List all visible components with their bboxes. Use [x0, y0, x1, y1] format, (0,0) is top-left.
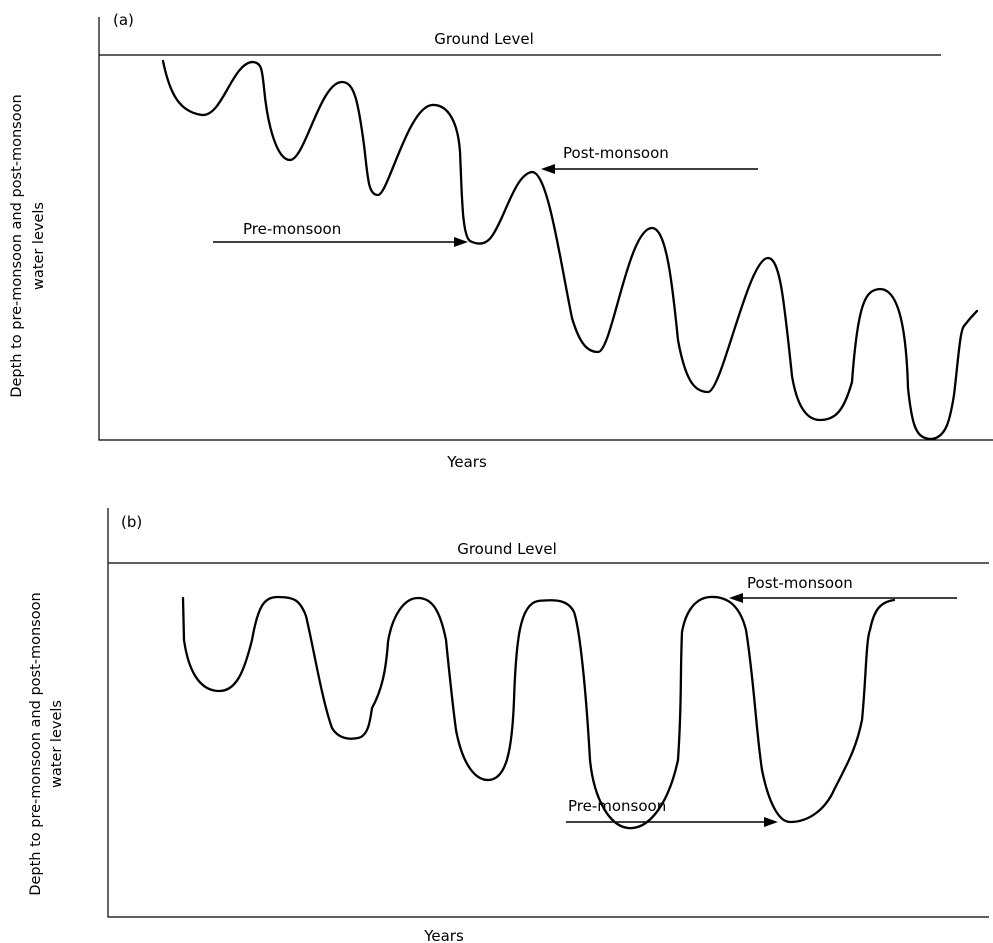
panel-b-y-label-line1: Depth to pre-monsoon and post-monsoon — [28, 592, 44, 895]
panel-a-tag: (a) — [113, 11, 134, 29]
panel-b-pre-monsoon-arrowhead — [764, 817, 778, 827]
panel-b-axes — [107, 508, 989, 918]
panel-b-x-label: Years — [423, 927, 464, 943]
panel-a-post-monsoon-arrowhead — [541, 164, 555, 174]
panel-b-tag: (b) — [121, 513, 142, 531]
panel-a-axes — [98, 17, 993, 441]
panel-b-y-label-line2: water levels — [49, 700, 65, 788]
panel-b-hydrograph — [181, 595, 896, 830]
panel-b-pre-monsoon-label: Pre-monsoon — [568, 797, 666, 815]
panel-a-pre-monsoon-arrowhead — [454, 237, 468, 247]
panel-a-post-monsoon-label: Post-monsoon — [563, 144, 669, 162]
panel-b-ground-label: Ground Level — [457, 540, 557, 558]
panel-b-post-monsoon-label: Post-monsoon — [747, 574, 853, 592]
panel-a-y-label-line2: water levels — [31, 202, 47, 290]
panel-a-hydrograph — [161, 59, 979, 441]
panel-b-post-monsoon-arrowhead — [729, 593, 743, 603]
panel-a: Ground Level (a) Years Depth to pre-mons… — [9, 11, 993, 471]
panel-a-pre-monsoon-label: Pre-monsoon — [243, 220, 341, 238]
panel-a-y-label-line1: Depth to pre-monsoon and post-monsoon — [9, 94, 25, 397]
panel-a-ground-label: Ground Level — [434, 30, 534, 48]
panel-b: Ground Level (b) Years Depth to pre-mons… — [28, 508, 989, 943]
panel-a-x-label: Years — [446, 453, 487, 471]
